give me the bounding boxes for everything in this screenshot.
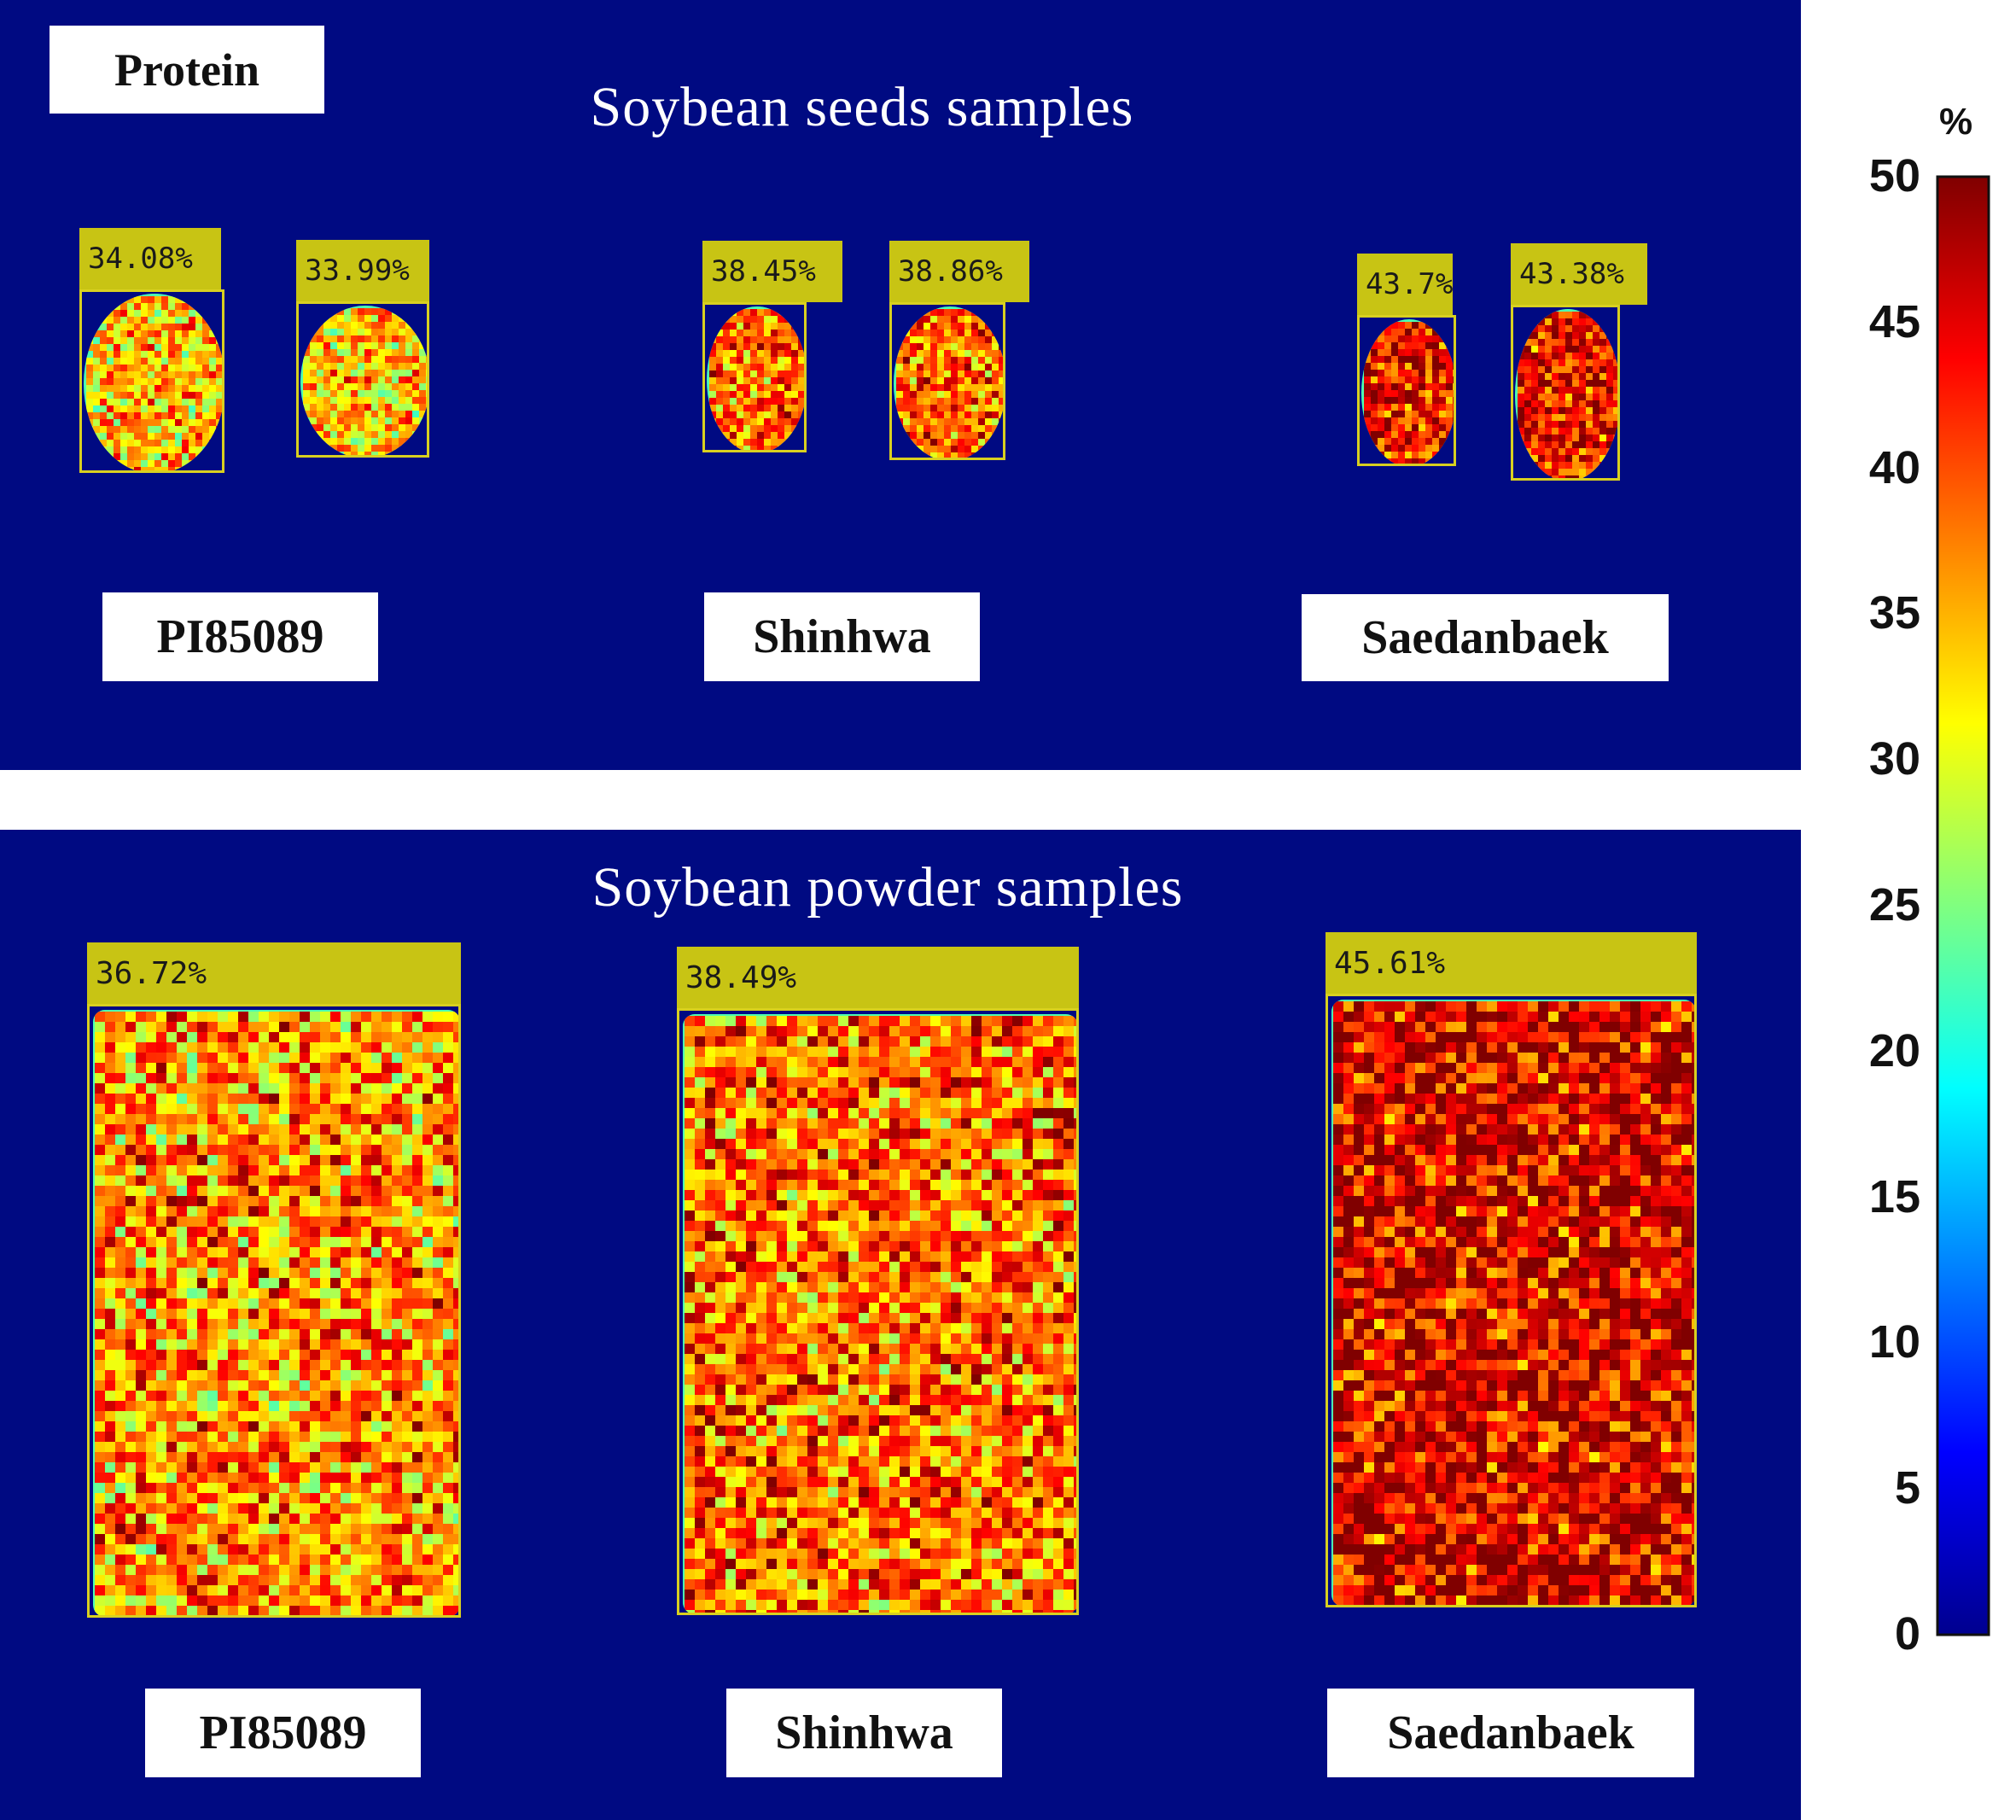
powder-panel: Soybean powder samples 36.72% 38.49% 45.61…: [0, 830, 1801, 1820]
protein-heatmap: [683, 1014, 1076, 1613]
sample-bounding-box: [702, 302, 807, 452]
protein-value-tag: 43.38%: [1511, 243, 1647, 305]
sample-bounding-box: [1357, 315, 1456, 466]
protein-heatmap: [1515, 309, 1617, 478]
protein-value-tag: 38.49%: [677, 947, 1079, 1008]
seeds-variety-label: Saedanbaek: [1302, 594, 1669, 681]
colorbar-tick-label: 15: [1868, 1170, 1920, 1222]
colorbar-unit: %: [1939, 101, 1973, 143]
protein-value-tag: 43.7%: [1357, 254, 1453, 315]
protein-heatmap: [894, 306, 1003, 458]
protein-heatmap: [93, 1010, 458, 1615]
powder-section-title: Soybean powder samples: [591, 856, 1184, 919]
colorbar: [1936, 175, 1990, 1636]
seeds-variety-label: PI85089: [102, 592, 378, 681]
protein-value-tag: 38.86%: [889, 241, 1029, 302]
colorbar-tick-label: 40: [1868, 441, 1920, 493]
colorbar-tick-label: 50: [1868, 150, 1920, 201]
sample-bounding-box: [1511, 305, 1620, 481]
colorbar-tick-label: 0: [1894, 1608, 1920, 1660]
colorbar-tick-label: 5: [1894, 1462, 1920, 1514]
seeds-section-title: Soybean seeds samples: [590, 76, 1134, 138]
sample-bounding-box: [79, 289, 224, 473]
colorbar-tick-label: 30: [1868, 733, 1920, 785]
protein-heatmap: [300, 306, 427, 455]
colorbar-gradient: [1936, 175, 1990, 1636]
sample-bounding-box: [296, 301, 429, 458]
sample-bounding-box: [889, 302, 1005, 460]
colorbar-tick-label: 10: [1868, 1316, 1920, 1368]
seeds-variety-label: Shinhwa: [704, 592, 980, 681]
protein-value-tag: 45.61%: [1326, 932, 1697, 994]
colorbar-tick-label: 20: [1868, 1024, 1920, 1076]
seeds-panel: Protein Soybean seeds samples 34.08% 33.9…: [0, 0, 1801, 770]
sample-bounding-box: [1326, 994, 1697, 1607]
sample-bounding-box: [677, 1008, 1079, 1615]
powder-variety-label: Saedanbaek: [1327, 1689, 1694, 1777]
protein-value-tag: 36.72%: [87, 942, 461, 1004]
protein-value-tag: 38.45%: [702, 241, 842, 302]
colorbar-tick-label: 45: [1868, 295, 1920, 347]
protein-heatmap: [1331, 1000, 1694, 1605]
protein-heatmap: [84, 294, 222, 470]
powder-variety-label: PI85089: [145, 1689, 421, 1777]
sample-bounding-box: [87, 1004, 461, 1618]
protein-value-tag: 33.99%: [296, 240, 429, 301]
colorbar-tick-label: 25: [1868, 879, 1920, 930]
powder-variety-label: Shinhwa: [726, 1689, 1002, 1777]
protein-heatmap: [1361, 319, 1454, 464]
protein-heatmap: [707, 306, 804, 450]
colorbar-tick-label: 35: [1868, 587, 1920, 639]
protein-value-tag: 34.08%: [79, 228, 221, 289]
figure-label: Protein: [50, 26, 324, 114]
